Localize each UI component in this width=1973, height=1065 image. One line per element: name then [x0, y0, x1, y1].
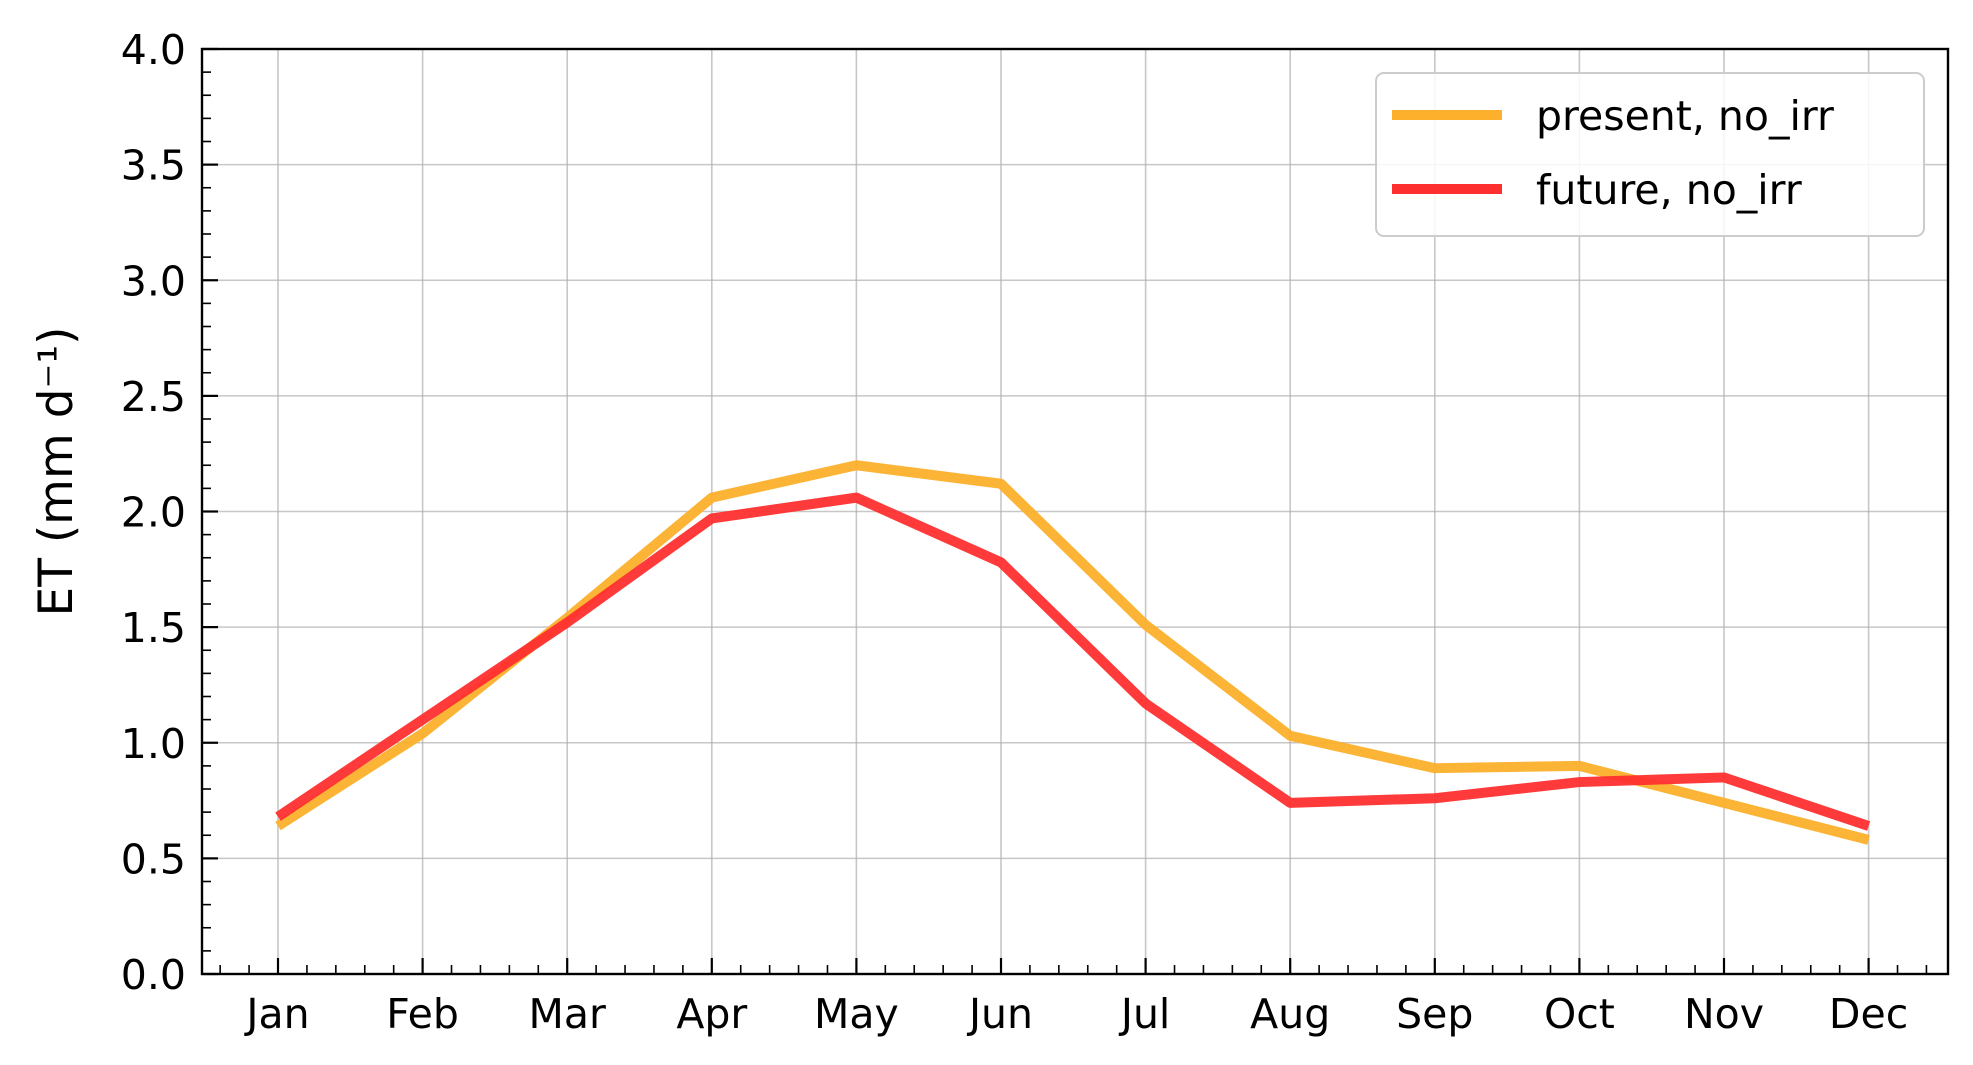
x-tick-label: Apr — [676, 990, 747, 1038]
axis-ticks — [202, 47, 1928, 976]
x-tick-label: Nov — [1684, 990, 1764, 1038]
x-tick-label: Sep — [1396, 990, 1473, 1038]
x-tick-label: Jun — [966, 990, 1033, 1038]
y-tick-label: 4.0 — [121, 26, 186, 74]
legend-label-future: future, no_irr — [1536, 166, 1802, 214]
x-tick-label: Mar — [529, 990, 606, 1038]
y-tick-label: 3.0 — [121, 257, 186, 305]
x-tick-label: Oct — [1544, 990, 1615, 1038]
x-tick-label: Jan — [243, 990, 309, 1038]
x-tick-label: Feb — [386, 990, 459, 1038]
y-tick-label: 3.5 — [121, 142, 186, 190]
x-tick-label: Dec — [1829, 990, 1908, 1038]
y-tick-label: 2.0 — [121, 489, 186, 537]
y-axis-title: ET (mm d⁻¹) — [29, 326, 84, 616]
y-tick-label: 2.5 — [121, 373, 186, 421]
y-tick-label: 0.5 — [121, 835, 186, 883]
x-tick-labels: Jan Feb Mar Apr May Jun Jul Aug Sep Oct Nov Dec — [243, 990, 1908, 1038]
y-tick-label: 1.0 — [121, 720, 186, 768]
x-tick-label: Aug — [1250, 990, 1330, 1038]
series-line-future — [275, 492, 1871, 831]
legend: present, no_irr future, no_irr — [1375, 72, 1925, 237]
legend-box — [1375, 72, 1925, 237]
legend-label-present: present, no_irr — [1536, 92, 1834, 140]
y-tick-label: 1.5 — [121, 604, 186, 652]
x-tick-label: Jul — [1118, 990, 1170, 1038]
x-tick-label: May — [814, 990, 899, 1038]
plot-frame — [200, 47, 1950, 976]
y-tick-labels: 0.0 0.5 1.0 1.5 2.0 2.5 3.0 3.5 4.0 — [121, 26, 186, 999]
series-lines — [275, 460, 1871, 845]
y-tick-label: 0.0 — [121, 951, 186, 999]
